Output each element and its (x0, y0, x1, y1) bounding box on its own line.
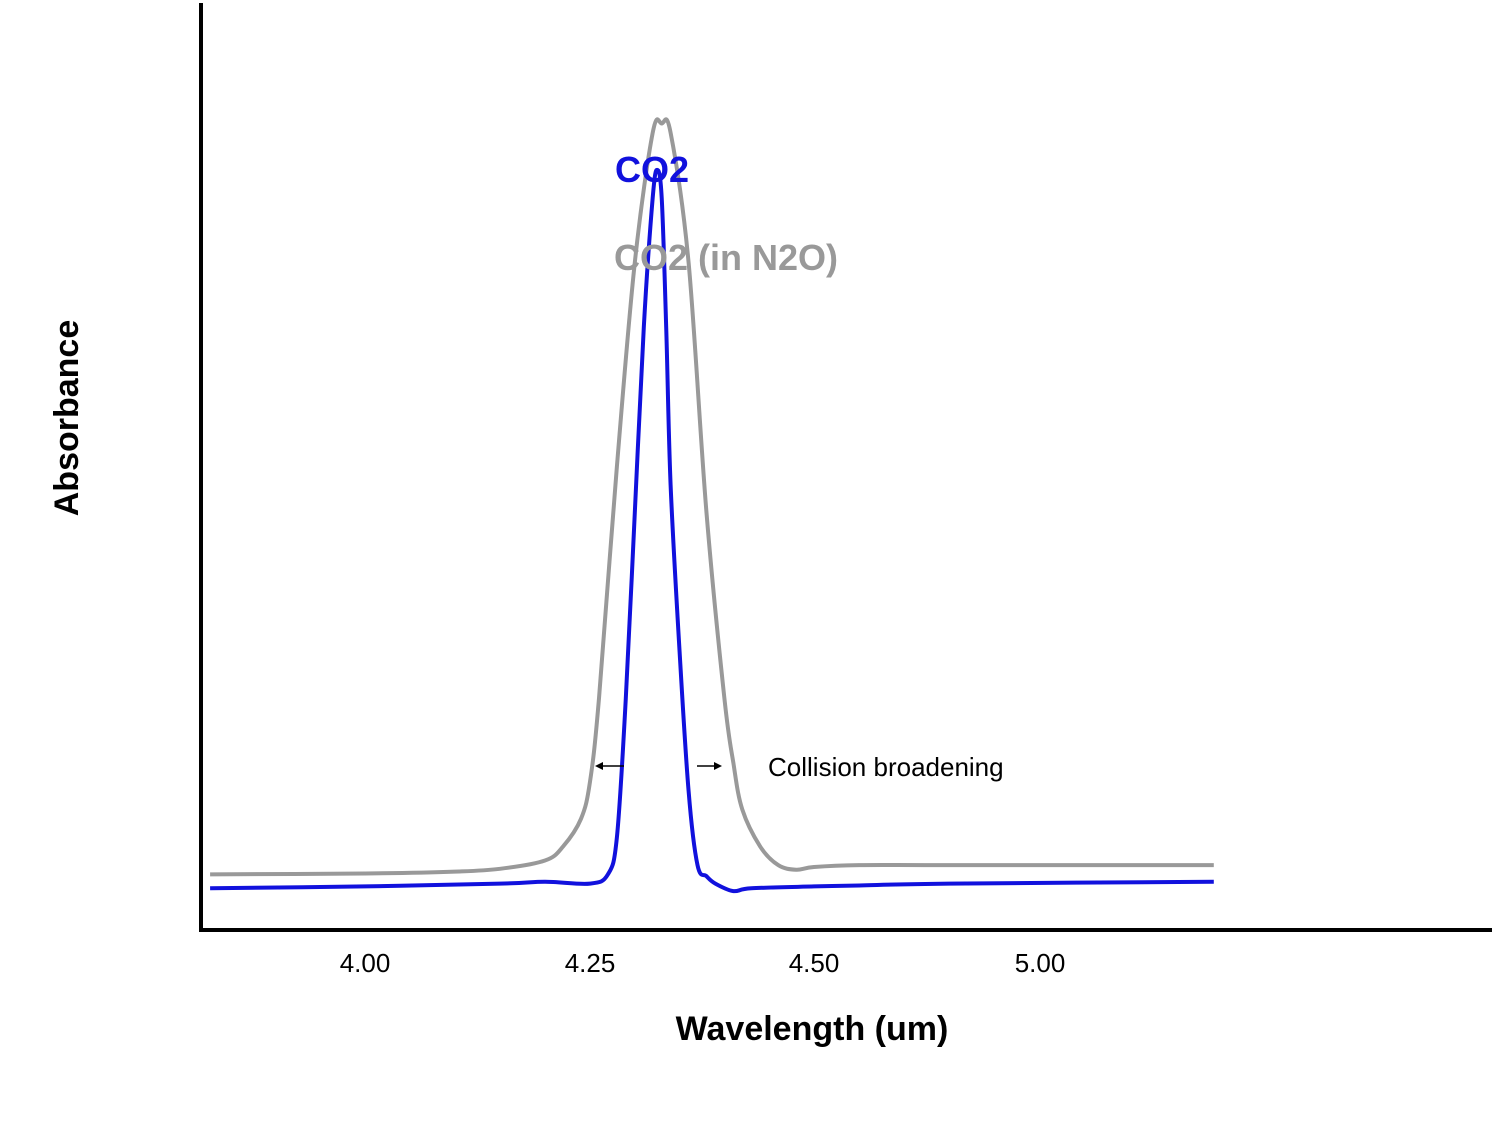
series-line-co2 (210, 167, 1214, 894)
broadening-arrow-left (595, 762, 624, 770)
collision-broadening-annotation: Collision broadening (768, 752, 1004, 782)
x-tick-label: 4.50 (789, 948, 840, 978)
x-axis-title: Wavelength (um) (676, 1010, 949, 1048)
y-axis-title: Absorbance (48, 320, 86, 517)
x-tick-label: 4.25 (565, 948, 616, 978)
broadening-arrow-right (697, 762, 722, 770)
x-tick-labels: 4.00 4.25 4.50 5.00 (340, 948, 1066, 978)
x-tick-label: 5.00 (1015, 948, 1066, 978)
x-tick-label: 4.00 (340, 948, 391, 978)
series-line-co2-in-n2o (210, 117, 1214, 877)
series-layer (210, 117, 1214, 894)
legend-co2-in-n2o: CO2 (in N2O) (614, 237, 838, 278)
legend-co2: CO2 (615, 149, 689, 190)
